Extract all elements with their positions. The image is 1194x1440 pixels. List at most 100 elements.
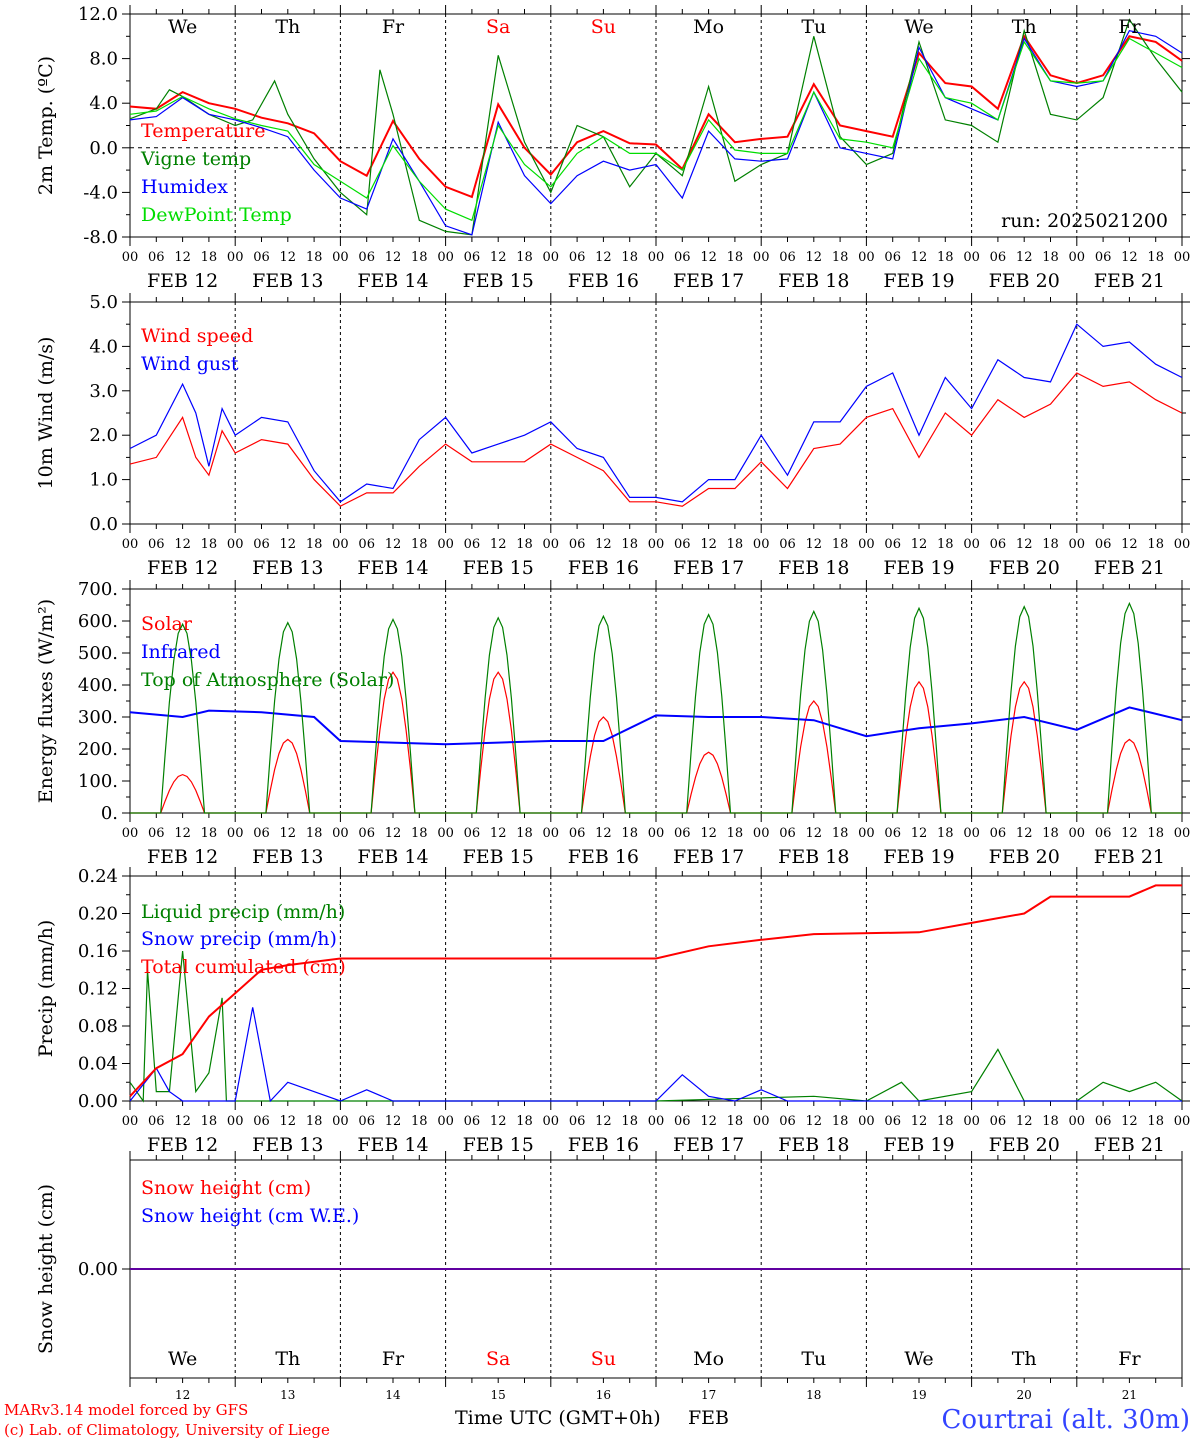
weekday-label: Fr bbox=[382, 16, 405, 38]
weekday-label-bottom: Mo bbox=[693, 1348, 724, 1370]
x-hour-label: 12 bbox=[1121, 250, 1138, 265]
x-day-label: FEB 18 bbox=[778, 1134, 849, 1156]
x-hour-label: 06 bbox=[569, 537, 586, 552]
x-day-label: FEB 16 bbox=[568, 846, 639, 868]
y-tick-label: 0.08 bbox=[78, 1016, 118, 1037]
x-hour-label: 18 bbox=[516, 537, 533, 552]
series-line bbox=[129, 18, 1183, 236]
x-hour-label: 12 bbox=[385, 826, 402, 841]
x-hour-label: 06 bbox=[253, 537, 270, 552]
x-hour-label: 18 bbox=[411, 1114, 428, 1129]
weekday-label: Mo bbox=[693, 16, 724, 38]
x-hour-label: 18 bbox=[306, 826, 323, 841]
x-hour-label: 12 bbox=[700, 826, 717, 841]
x-hour-label: 12 bbox=[1121, 1114, 1138, 1129]
x-hour-label: 12 bbox=[1121, 537, 1138, 552]
x-day-label: FEB 17 bbox=[673, 270, 744, 292]
x-hour-label: 18 bbox=[727, 537, 744, 552]
x-hour-label: 18 bbox=[1147, 537, 1164, 552]
x-day-label: FEB 21 bbox=[1094, 1134, 1165, 1156]
x-hour-label: 06 bbox=[1095, 826, 1112, 841]
x-day-label: FEB 17 bbox=[673, 557, 744, 579]
x-hour-label: 18 bbox=[201, 826, 218, 841]
x-day-label: FEB 19 bbox=[883, 270, 954, 292]
weekday-label: Tu bbox=[801, 16, 826, 38]
x-hour-label: 00 bbox=[753, 250, 770, 265]
x-hour-label: 12 bbox=[806, 826, 823, 841]
x-hour-label: 12 bbox=[385, 1114, 402, 1129]
x-hour-label: 06 bbox=[148, 250, 165, 265]
x-day-label: FEB 15 bbox=[463, 270, 534, 292]
x-axis-month: FEB bbox=[688, 1407, 729, 1429]
x-hour-label: 12 bbox=[1121, 826, 1138, 841]
x-hour-label: 12 bbox=[174, 1114, 191, 1129]
series-line bbox=[129, 34, 1183, 199]
x-hour-label: 00 bbox=[1069, 537, 1086, 552]
x-hour-label: 00 bbox=[437, 537, 454, 552]
legend-label: Wind speed bbox=[141, 325, 253, 347]
x-hour-label: 12 bbox=[700, 1114, 717, 1129]
x-day-label: FEB 12 bbox=[147, 1134, 218, 1156]
legend-label: Top of Atmosphere (Solar) bbox=[141, 669, 394, 691]
x-hour-label: 00 bbox=[543, 826, 560, 841]
x-hour-label: 06 bbox=[253, 826, 270, 841]
x-hour-label: 06 bbox=[1095, 1114, 1112, 1129]
x-hour-label: 12 bbox=[385, 537, 402, 552]
weekday-label-bottom: Sa bbox=[486, 1348, 510, 1370]
x-hour-label: 12 bbox=[595, 1114, 612, 1129]
y-tick-label: 700. bbox=[78, 579, 118, 600]
x-hour-label: 00 bbox=[963, 1114, 980, 1129]
x-day-label: FEB 14 bbox=[357, 557, 428, 579]
x-hour-label: 12 bbox=[385, 250, 402, 265]
x-hour-label: 00 bbox=[332, 250, 349, 265]
x-hour-label: 12 bbox=[595, 826, 612, 841]
x-hour-label: 18 bbox=[832, 1114, 849, 1129]
y-axis-label: Snow height (cm) bbox=[35, 1184, 57, 1354]
x-hour-label: 00 bbox=[122, 1114, 139, 1129]
y-tick-label: 600. bbox=[78, 611, 118, 632]
legend-label: DewPoint Temp bbox=[141, 204, 292, 226]
x-hour-label: 18 bbox=[937, 537, 954, 552]
x-hour-label: 06 bbox=[1095, 250, 1112, 265]
x-hour-label: 18 bbox=[621, 537, 638, 552]
weekday-label-bottom: We bbox=[168, 1348, 197, 1370]
x-hour-label: 18 bbox=[201, 1114, 218, 1129]
x-hour-label: 18 bbox=[411, 250, 428, 265]
y-tick-label: 0.16 bbox=[78, 941, 118, 962]
x-hour-label: 12 bbox=[174, 826, 191, 841]
x-hour-label: 18 bbox=[621, 250, 638, 265]
day-number: 13 bbox=[280, 1388, 295, 1402]
weekday-label: Th bbox=[1012, 16, 1037, 38]
x-hour-label: 18 bbox=[411, 537, 428, 552]
x-hour-label: 12 bbox=[595, 537, 612, 552]
x-hour-label: 18 bbox=[1042, 1114, 1059, 1129]
x-hour-label: 00 bbox=[1069, 1114, 1086, 1129]
x-hour-label: 18 bbox=[937, 250, 954, 265]
x-hour-label: 12 bbox=[280, 1114, 297, 1129]
legend-label: Total cumulated (cm) bbox=[141, 956, 346, 978]
y-tick-label: 1.0 bbox=[89, 470, 118, 491]
x-day-label: FEB 19 bbox=[883, 1134, 954, 1156]
x-hour-label: 00 bbox=[648, 826, 665, 841]
x-hour-label: 00 bbox=[437, 1114, 454, 1129]
y-tick-label: 0.24 bbox=[78, 866, 118, 887]
x-day-label: FEB 12 bbox=[147, 846, 218, 868]
day-number: 12 bbox=[175, 1388, 190, 1402]
x-hour-label: 00 bbox=[1174, 250, 1191, 265]
x-hour-label: 12 bbox=[280, 537, 297, 552]
x-hour-label: 18 bbox=[727, 1114, 744, 1129]
day-number: 18 bbox=[806, 1388, 821, 1402]
x-hour-label: 18 bbox=[306, 1114, 323, 1129]
weekday-label-bottom: Fr bbox=[1118, 1348, 1141, 1370]
weekday-label: Fr bbox=[1118, 16, 1141, 38]
x-day-label: FEB 14 bbox=[357, 270, 428, 292]
x-hour-label: 18 bbox=[832, 250, 849, 265]
x-hour-label: 18 bbox=[1147, 1114, 1164, 1129]
x-day-label: FEB 14 bbox=[357, 1134, 428, 1156]
x-hour-label: 00 bbox=[227, 1114, 244, 1129]
y-tick-label: 4.0 bbox=[89, 93, 118, 114]
series-line bbox=[129, 323, 1183, 503]
x-hour-label: 18 bbox=[937, 826, 954, 841]
y-tick-label: 200. bbox=[78, 739, 118, 760]
